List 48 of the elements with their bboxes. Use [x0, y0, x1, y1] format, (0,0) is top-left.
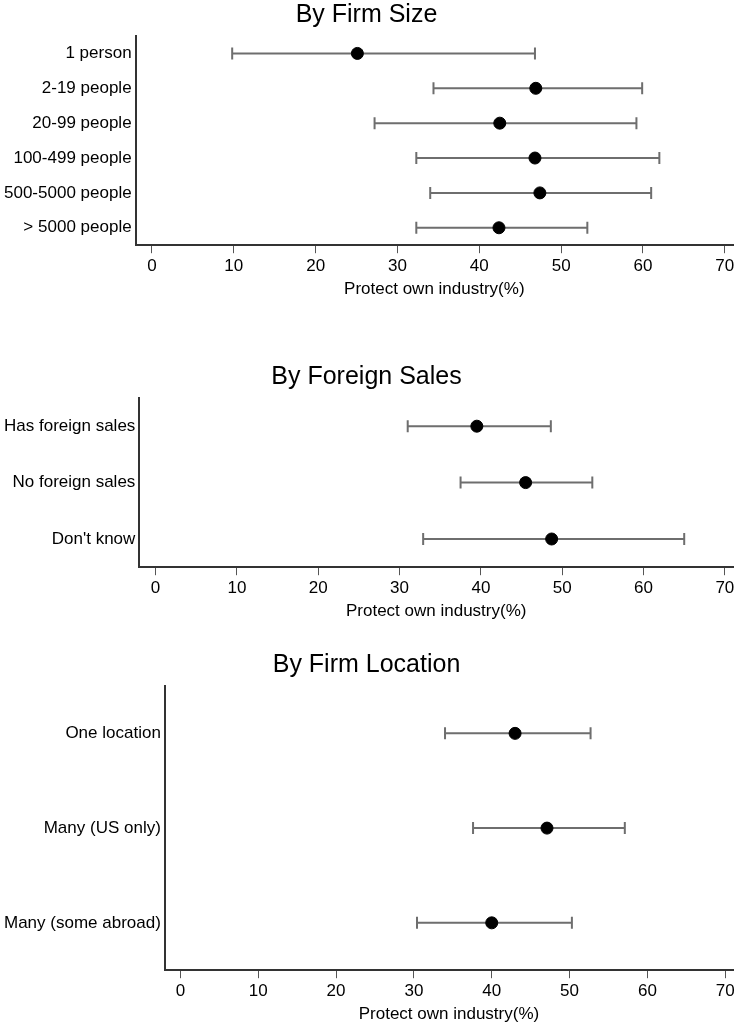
point: [350, 46, 364, 60]
x-axis-title: Protect own industry(%): [344, 279, 525, 299]
x-tick-label: 20: [308, 578, 328, 598]
x-tick-label: 70: [715, 256, 735, 276]
chart-title: By Foreign Sales: [271, 360, 462, 389]
x-tick-label: 40: [471, 578, 491, 598]
x-tick-label: 10: [224, 256, 244, 276]
point: [528, 151, 542, 165]
x-tick-label: 10: [248, 981, 268, 1001]
y-tick-label: > 5000 people: [23, 217, 132, 237]
x-tick-label: 30: [390, 578, 410, 598]
x-tick-label: 10: [227, 578, 247, 598]
chart-title: By Firm Location: [272, 648, 461, 677]
x-tick-label: 60: [633, 256, 653, 276]
point: [529, 81, 543, 95]
point: [493, 116, 507, 130]
y-tick-label: 20-99 people: [32, 112, 132, 132]
y-tick-label: Has foreign sales: [4, 415, 136, 435]
y-tick-label: Don't know: [51, 528, 137, 548]
x-tick-label: 0: [175, 981, 186, 1001]
x-tick-label: 50: [560, 981, 580, 1001]
x-tick-label: 70: [715, 578, 735, 598]
x-tick-label: 40: [482, 981, 502, 1001]
x-tick-label: 0: [150, 578, 161, 598]
x-axis-title: Protect own industry(%): [345, 601, 527, 621]
point: [533, 186, 547, 200]
x-tick-label: 20: [306, 256, 326, 276]
x-tick-label: 0: [147, 256, 157, 276]
x-tick-label: 50: [552, 578, 572, 598]
y-tick-label: 2-19 people: [41, 77, 132, 97]
x-tick-label: 30: [388, 256, 407, 276]
x-tick-label: 20: [326, 981, 346, 1001]
x-tick-label: 50: [551, 256, 571, 276]
point: [492, 221, 506, 235]
x-tick-label: 60: [637, 981, 657, 1001]
y-tick-label: 1 person: [65, 43, 132, 63]
x-tick-label: 70: [715, 981, 735, 1001]
x-tick-label: 60: [634, 578, 654, 598]
y-tick-label: 500-5000 people: [3, 182, 132, 202]
y-tick-label: 100-499 people: [13, 147, 132, 167]
x-tick-label: 40: [469, 256, 489, 276]
chart-title: By Firm Size: [295, 0, 438, 27]
x-axis-title: Protect own industry(%): [358, 1004, 540, 1024]
y-tick-label: One location: [65, 723, 161, 743]
y-tick-label: No foreign sales: [12, 472, 136, 492]
x-tick-label: 30: [404, 981, 424, 1001]
y-tick-label: Many (US only): [43, 817, 161, 837]
y-tick-label: Many (some abroad): [4, 912, 161, 932]
